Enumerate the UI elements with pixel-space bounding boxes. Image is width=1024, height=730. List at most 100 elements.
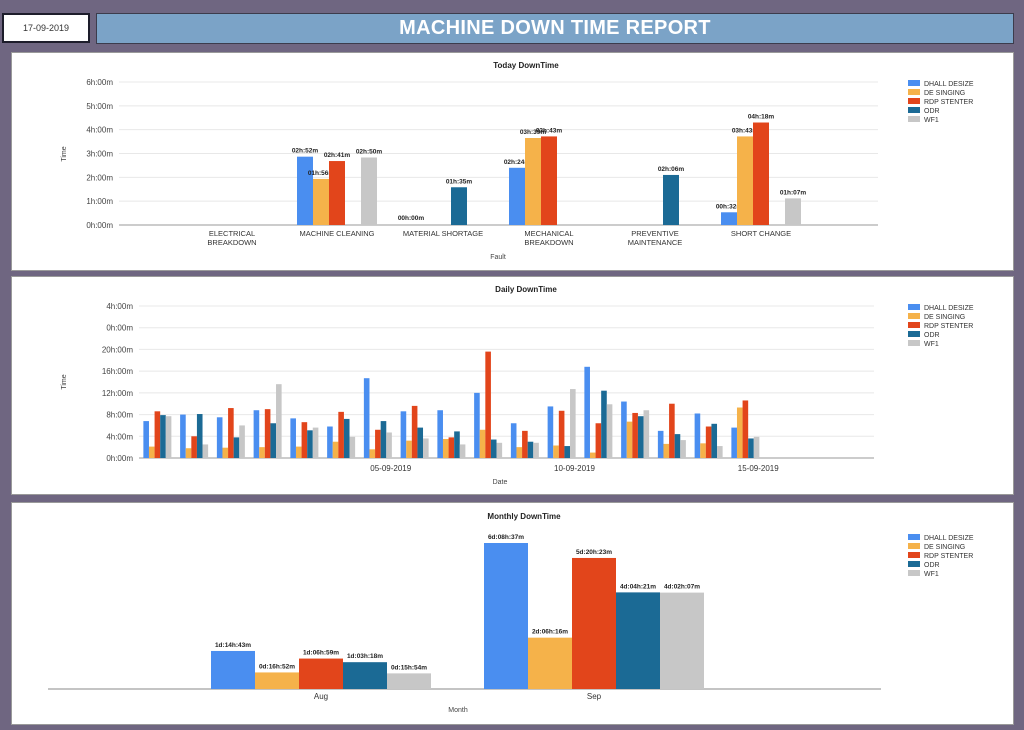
bar [674, 434, 681, 458]
bar [160, 415, 166, 458]
bar [387, 673, 431, 689]
y-axis-title: Time [61, 146, 68, 161]
bar [332, 441, 339, 458]
bar [541, 136, 557, 225]
legend-label: RDP STENTER [924, 553, 973, 560]
data-label: 0d:16h:52m [259, 663, 295, 670]
bar [211, 650, 255, 689]
bar [437, 410, 443, 458]
y-tick-label: 5h:00m [86, 102, 113, 111]
data-label: 4d:04h:21m [620, 583, 656, 590]
bar [299, 658, 343, 689]
bar [748, 438, 754, 458]
bar [253, 410, 260, 458]
legend-label: ODR [924, 108, 940, 115]
bar [637, 416, 644, 458]
legend-swatch [908, 561, 920, 567]
data-label: 04h:18m [748, 114, 775, 121]
bar [509, 167, 525, 225]
bar [485, 351, 491, 458]
bar [736, 407, 743, 458]
bar [165, 416, 172, 458]
legend-swatch [908, 80, 920, 86]
bar [423, 438, 429, 458]
data-label: 02h:24m [504, 159, 531, 166]
bar [295, 446, 302, 458]
bar [742, 400, 749, 458]
bar [484, 543, 528, 689]
bar [479, 429, 486, 458]
data-label: 03h:43m [732, 127, 759, 134]
bar [255, 672, 299, 689]
bar [143, 421, 149, 458]
bar [496, 442, 503, 458]
bar [259, 447, 265, 458]
legend-swatch [908, 304, 920, 310]
x-tick-label: Aug [314, 692, 328, 701]
y-tick-label: 20h:00m [102, 345, 133, 354]
data-label: 1d:03h:18m [347, 653, 383, 660]
data-label: 02h:41m [324, 152, 351, 159]
bar [572, 557, 616, 689]
legend-swatch [908, 340, 920, 346]
bar [643, 410, 650, 458]
bar [564, 446, 571, 458]
bar [669, 403, 675, 458]
bar [406, 440, 412, 458]
bar [228, 408, 234, 458]
bar [527, 441, 534, 458]
bar [297, 156, 313, 225]
data-label: 02h:06m [658, 166, 685, 173]
bar [417, 427, 424, 458]
data-label: 2d:06h:16m [532, 629, 568, 636]
y-tick-label: 16h:00m [102, 367, 133, 376]
x-tick-label: 10-09-2019 [554, 464, 595, 473]
legend-label: DE SINGING [924, 544, 965, 551]
bar [705, 426, 712, 458]
y-axis-title: Time [61, 374, 68, 389]
legend-swatch [908, 543, 920, 549]
legend-label: WF1 [924, 341, 939, 348]
legend-swatch [908, 313, 920, 319]
bar [264, 409, 271, 458]
data-label: 01h:35m [446, 178, 473, 185]
bar [632, 412, 638, 458]
bar [533, 442, 539, 458]
chart-title: Daily DownTime [495, 285, 557, 294]
bar [680, 440, 686, 458]
data-label: 03h:39m [520, 129, 547, 136]
bar [290, 418, 296, 458]
bar [717, 446, 723, 458]
bar [196, 414, 203, 458]
x-axis-title: Fault [490, 254, 506, 261]
bar [343, 662, 387, 689]
bar [721, 212, 737, 225]
y-tick-label: 12h:00m [102, 389, 133, 398]
legend-label: WF1 [924, 571, 939, 578]
bar [307, 430, 313, 458]
x-tick-label: MAINTENANCE [628, 238, 683, 247]
bar [663, 174, 679, 225]
bar [338, 411, 344, 458]
bar [601, 390, 607, 458]
bar [753, 436, 760, 458]
x-tick-label: Sep [587, 692, 602, 701]
bar [185, 448, 192, 458]
bar [694, 413, 701, 458]
bar [380, 421, 387, 458]
bar [626, 421, 633, 458]
bar [312, 427, 319, 458]
bar [442, 439, 449, 458]
daily-downtime-panel: Daily DownTime 0h:00m 4h:00m 8h:00m 12h:00m 1… [11, 276, 1014, 495]
bar [343, 418, 350, 458]
bar [657, 430, 664, 458]
bar [510, 423, 517, 458]
legend-swatch [908, 116, 920, 122]
bar [180, 414, 186, 458]
report-date: 17-09-2019 [2, 13, 90, 43]
data-label: 02h:50m [356, 148, 383, 155]
data-label: 1d:06h:59m [303, 650, 339, 657]
bar [711, 423, 718, 458]
bar [216, 417, 223, 458]
data-label: 03h:43m [536, 127, 563, 134]
